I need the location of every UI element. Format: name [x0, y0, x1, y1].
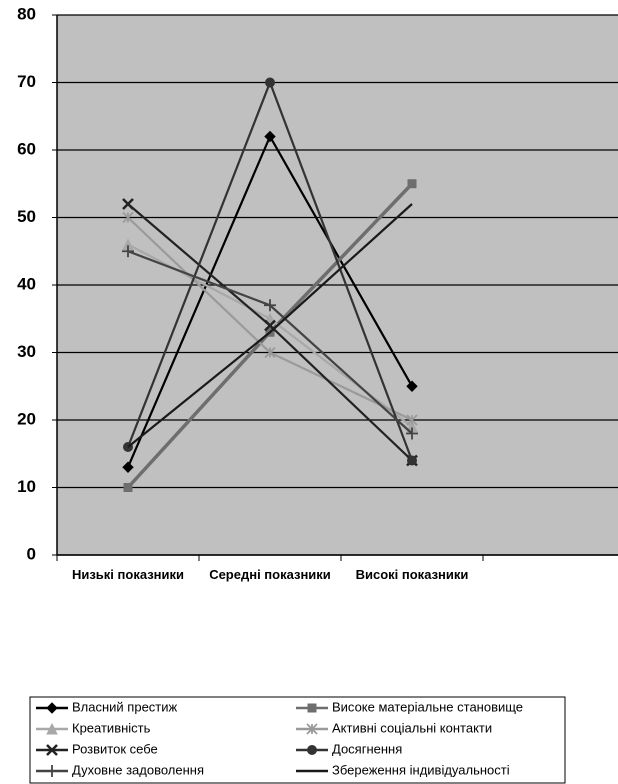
marker: [406, 380, 418, 392]
marker: [46, 765, 58, 777]
legend-label: Досягнення: [332, 741, 402, 756]
y-tick-label: 0: [27, 544, 36, 563]
series-line: [127, 203, 413, 448]
y-tick-label: 80: [17, 4, 36, 23]
marker: [264, 130, 276, 143]
marker: [406, 414, 418, 426]
legend-label: Креативність: [72, 720, 151, 735]
marker: [122, 198, 134, 210]
marker: [122, 211, 134, 224]
x-tick-label: Високі показники: [355, 567, 469, 582]
y-tick-label: 60: [17, 139, 36, 158]
legend-label: Духовне задоволення: [72, 762, 204, 777]
marker: [406, 427, 418, 440]
y-tick-label: 40: [17, 274, 36, 293]
y-tick-label: 30: [17, 342, 36, 361]
legend-box: [29, 696, 566, 784]
marker: [407, 455, 417, 466]
legend-label: Високе матеріальне становище: [332, 699, 523, 714]
marker: [307, 745, 317, 755]
y-tick-label: 70: [17, 72, 36, 91]
marker: [122, 461, 134, 473]
marker: [46, 702, 58, 714]
y-tick-label: 20: [17, 409, 36, 428]
legend-label: Активні соціальні контакти: [332, 720, 492, 735]
marker: [264, 299, 276, 312]
y-tick-label: 50: [17, 207, 36, 226]
marker: [122, 245, 134, 258]
y-tick-label: 10: [17, 477, 36, 496]
marker: [46, 744, 58, 756]
marker: [46, 722, 58, 735]
marker: [306, 723, 318, 735]
x-tick-label: Середні показники: [209, 567, 331, 582]
legend-label: Власний престиж: [72, 699, 178, 714]
marker: [123, 483, 133, 492]
marker: [407, 179, 417, 189]
x-tick-label: Низькі показники: [71, 567, 185, 582]
legend-label: Збереження індивідуальності: [332, 762, 510, 777]
marker: [307, 703, 317, 713]
legend-label: Розвиток себе: [72, 741, 158, 756]
marker: [265, 77, 275, 88]
marker: [264, 346, 276, 359]
